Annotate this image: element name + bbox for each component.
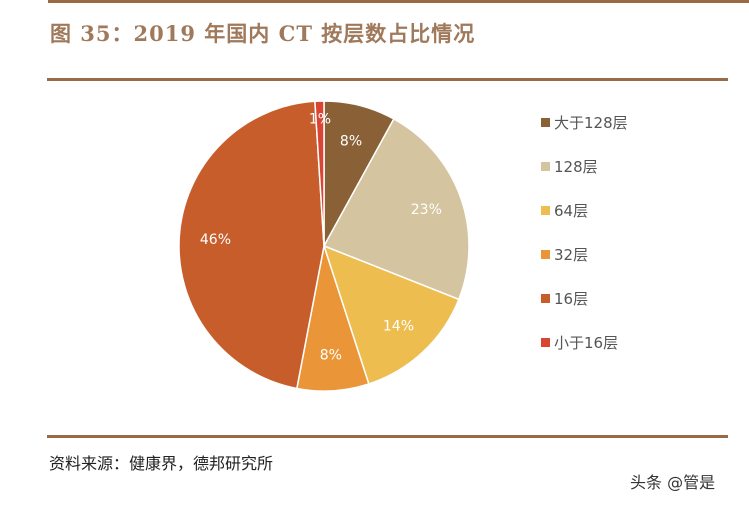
watermark: 头条 @管是 xyxy=(630,473,716,492)
slice-label: 46% xyxy=(200,232,231,248)
legend-item: 128层 xyxy=(541,156,598,177)
pie-slice xyxy=(314,100,325,247)
pie-slice xyxy=(322,117,470,301)
legend-item: 小于16层 xyxy=(541,332,618,353)
legend-item: 32层 xyxy=(541,244,588,265)
title-rule xyxy=(47,78,728,81)
slice-label: 14% xyxy=(383,318,414,334)
legend-swatch xyxy=(541,250,550,259)
source-note: 资料来源：健康界，德邦研究所 xyxy=(49,454,274,473)
slice-label: 23% xyxy=(411,202,442,218)
slice-label: 8% xyxy=(340,134,362,150)
legend-label: 128层 xyxy=(554,158,598,176)
legend-label: 小于16层 xyxy=(554,334,619,352)
legend-swatch xyxy=(541,162,550,171)
legend-label: 大于128层 xyxy=(554,114,628,132)
chart-title: 图 35：2019 年国内 CT 按层数占比情况 xyxy=(50,21,476,46)
legend-swatch xyxy=(541,338,550,347)
top-rule xyxy=(48,0,749,3)
legend-label: 64层 xyxy=(554,202,589,220)
slice-label: 1% xyxy=(309,111,331,127)
slice-label: 8% xyxy=(320,348,342,364)
legend-swatch xyxy=(541,294,550,303)
legend-swatch xyxy=(541,206,550,215)
legend-item: 16层 xyxy=(541,288,588,309)
legend-label: 32层 xyxy=(554,246,589,264)
legend-swatch xyxy=(541,118,550,127)
legend-item: 大于128层 xyxy=(541,112,628,133)
legend-item: 64层 xyxy=(541,200,588,221)
pie-slice xyxy=(178,100,325,390)
legend-label: 16层 xyxy=(554,290,589,308)
source-rule xyxy=(47,435,728,438)
